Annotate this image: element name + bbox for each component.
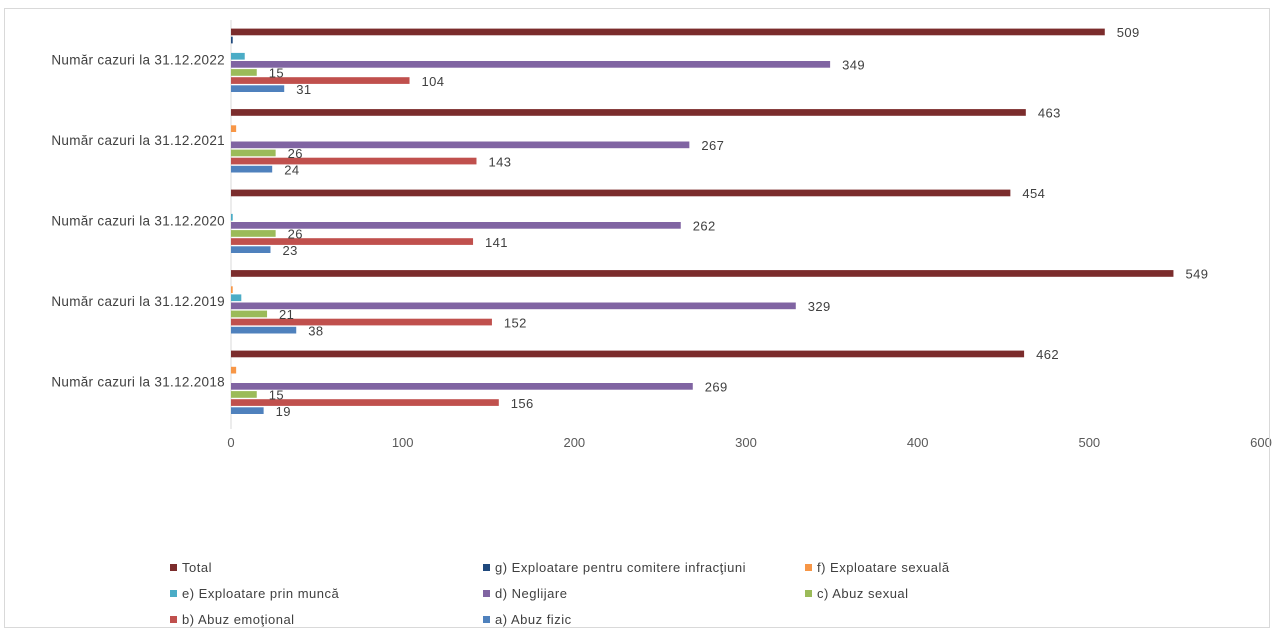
bar <box>231 222 681 229</box>
bar <box>231 399 499 406</box>
data-label: 269 <box>705 380 728 395</box>
bar <box>231 238 474 245</box>
x-tick-label: 0 <box>227 435 234 450</box>
data-label: 156 <box>511 396 534 411</box>
data-label: 349 <box>842 58 865 73</box>
legend-swatch <box>805 564 812 572</box>
legend-item: b) Abuz emoţional <box>170 612 295 627</box>
bar <box>231 69 257 76</box>
legend-label: c) Abuz sexual <box>817 586 909 601</box>
data-label: 143 <box>488 154 511 169</box>
data-label: 26 <box>288 227 303 242</box>
data-label: 15 <box>269 388 284 403</box>
data-label: 31 <box>296 82 311 97</box>
data-label: 549 <box>1185 267 1208 282</box>
bar <box>231 141 690 149</box>
legend-item: g) Exploatare pentru comitere infracţiun… <box>483 560 746 575</box>
bar <box>231 52 245 60</box>
legend-item: c) Abuz sexual <box>805 586 909 601</box>
data-label: 329 <box>808 299 831 314</box>
data-label: 21 <box>279 307 294 322</box>
bar <box>231 213 233 221</box>
bar <box>231 28 1105 36</box>
legend-swatch <box>483 616 490 624</box>
x-tick-label: 300 <box>735 435 757 450</box>
legend-label: d) Neglijare <box>495 586 568 601</box>
bar <box>231 189 1011 197</box>
data-label: 267 <box>701 138 724 153</box>
category-label: Număr cazuri la 31.12.2022 <box>51 52 225 67</box>
legend-label: f) Exploatare sexuală <box>817 560 950 575</box>
legend-label: b) Abuz emoţional <box>182 612 295 627</box>
category-label: Număr cazuri la 31.12.2018 <box>51 374 225 389</box>
category-label: Număr cazuri la 31.12.2021 <box>51 133 225 148</box>
x-tick-label: 600 <box>1250 435 1272 450</box>
bar <box>231 61 831 68</box>
data-label: 454 <box>1022 186 1045 201</box>
legend-swatch <box>805 590 812 598</box>
bar <box>231 391 257 398</box>
bar <box>231 246 271 253</box>
bar <box>231 149 276 157</box>
data-label: 262 <box>693 219 716 234</box>
bar <box>231 366 237 374</box>
bar <box>231 294 242 302</box>
bar <box>231 407 264 414</box>
legend-swatch <box>483 590 490 598</box>
data-label: 26 <box>288 146 303 161</box>
data-label: 23 <box>282 243 297 258</box>
legend-swatch <box>170 564 177 572</box>
legend-swatch <box>483 564 490 572</box>
legend-label: Total <box>182 560 212 575</box>
category-label: Număr cazuri la 31.12.2019 <box>51 294 225 309</box>
bar <box>231 157 477 165</box>
data-label: 38 <box>308 323 323 338</box>
bar <box>231 77 410 84</box>
legend-item: d) Neglijare <box>483 586 567 601</box>
data-label: 509 <box>1117 25 1140 40</box>
legend-label: a) Abuz fizic <box>495 612 572 627</box>
data-label: 19 <box>276 404 291 419</box>
bar <box>231 125 237 132</box>
bar <box>231 318 492 326</box>
bar <box>231 230 276 237</box>
data-label: 462 <box>1036 347 1059 362</box>
x-tick-label: 100 <box>392 435 414 450</box>
data-label: 104 <box>422 74 445 89</box>
x-tick-label: 400 <box>907 435 929 450</box>
legend-item: e) Exploatare prin muncă <box>170 586 339 601</box>
category-label: Număr cazuri la 31.12.2020 <box>51 213 225 228</box>
data-label: 152 <box>504 315 527 330</box>
data-label: 15 <box>269 66 284 81</box>
bar <box>231 85 285 92</box>
bar <box>231 310 268 318</box>
bar <box>231 270 1174 277</box>
legend-item: a) Abuz fizic <box>483 612 572 627</box>
legend-item: Total <box>170 560 212 575</box>
legend-label: g) Exploatare pentru comitere infracţiun… <box>495 560 747 575</box>
legend-swatch <box>170 616 177 624</box>
bar <box>231 286 233 293</box>
legend-swatch <box>170 590 177 598</box>
bar <box>231 326 297 334</box>
data-label: 141 <box>485 235 508 250</box>
bar <box>231 383 693 390</box>
bar <box>231 302 796 310</box>
bar <box>231 109 1026 116</box>
x-tick-label: 500 <box>1078 435 1100 450</box>
bar <box>231 36 233 44</box>
data-label: 463 <box>1038 106 1061 121</box>
data-label: 24 <box>284 162 299 177</box>
x-tick-label: 200 <box>563 435 585 450</box>
legend-label: e) Exploatare prin muncă <box>182 586 340 601</box>
bar <box>231 165 273 173</box>
legend-item: f) Exploatare sexuală <box>805 560 950 575</box>
bar <box>231 350 1025 358</box>
